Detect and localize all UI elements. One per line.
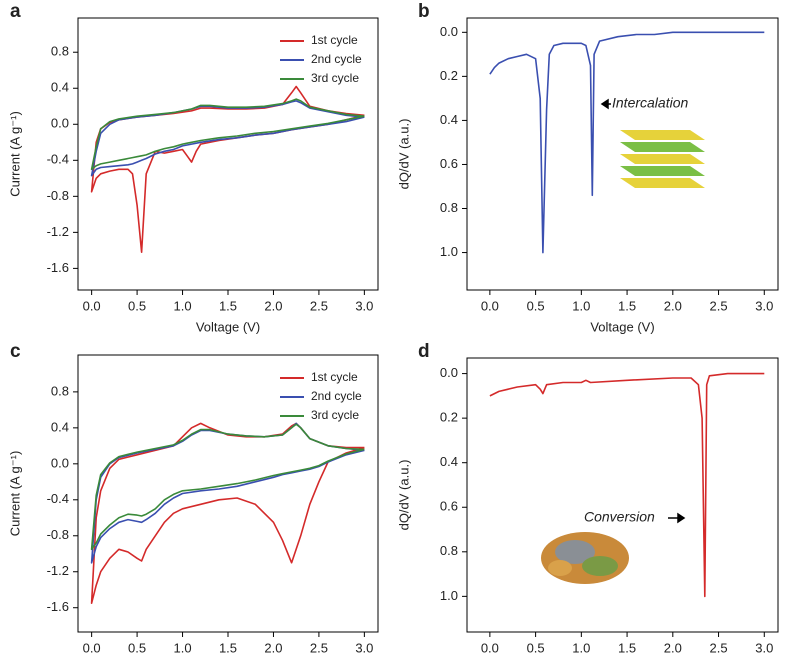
y-tick-label: 0.0	[440, 365, 458, 380]
data-line	[90, 423, 365, 551]
x-tick-label: 0.0	[481, 640, 499, 655]
x-tick-label: 1.0	[572, 640, 590, 655]
panel-label: b	[418, 1, 430, 22]
annotation: Conversion	[584, 509, 655, 525]
x-tick-label: 0.0	[83, 640, 101, 655]
x-tick-label: 0.0	[481, 298, 499, 313]
y-tick-label: 0.8	[51, 44, 69, 59]
y-tick-label: -1.2	[47, 224, 69, 239]
y-tick-label: 0.8	[440, 200, 458, 215]
x-axis-label: Voltage (V)	[196, 319, 260, 334]
y-tick-label: 0.6	[440, 499, 458, 514]
legend-label: 1st cycle	[311, 33, 358, 47]
x-tick-label: 0.5	[128, 640, 146, 655]
y-tick-label: -0.8	[47, 527, 69, 542]
y-axis-label: dQ/dV (a.u.)	[396, 119, 411, 190]
y-tick-label: 0.4	[440, 454, 458, 469]
x-tick-label: 3.0	[355, 298, 373, 313]
x-tick-label: 2.5	[310, 640, 328, 655]
x-tick-label: 1.5	[618, 640, 636, 655]
x-axis-label: Voltage (V)	[590, 319, 654, 334]
x-tick-label: 3.0	[355, 640, 373, 655]
y-tick-label: 0.0	[51, 455, 69, 470]
data-line	[489, 372, 765, 598]
y-tick-label: 0.4	[51, 80, 69, 95]
x-tick-label: 1.5	[219, 298, 237, 313]
x-tick-label: 3.0	[755, 640, 773, 655]
annotation: Intercalation	[612, 95, 688, 111]
x-tick-label: 0.5	[128, 298, 146, 313]
x-tick-label: 2.0	[264, 298, 282, 313]
plot-frame	[466, 17, 779, 291]
arrow	[668, 512, 686, 524]
x-tick-label: 2.0	[264, 640, 282, 655]
x-tick-label: 0.5	[527, 640, 545, 655]
x-tick-label: 1.0	[174, 298, 192, 313]
arrow	[600, 98, 611, 110]
x-tick-label: 0.5	[527, 298, 545, 313]
legend-label: 2nd cycle	[311, 52, 362, 66]
y-tick-label: 0.4	[440, 112, 458, 127]
plot-frame	[466, 357, 779, 633]
legend-label: 2nd cycle	[311, 389, 362, 403]
y-tick-label: -1.6	[47, 599, 69, 614]
x-tick-label: 2.5	[710, 640, 728, 655]
x-tick-label: 1.5	[618, 298, 636, 313]
y-tick-label: 1.0	[440, 588, 458, 603]
y-tick-label: 0.8	[51, 383, 69, 398]
y-tick-label: -0.4	[47, 152, 69, 167]
y-tick-label: 0.6	[440, 156, 458, 171]
y-tick-label: 0.0	[51, 116, 69, 131]
panel-label: a	[10, 1, 21, 22]
data-line	[90, 422, 365, 604]
y-tick-label: 0.2	[440, 410, 458, 425]
data-line	[489, 31, 765, 254]
x-tick-label: 0.0	[83, 298, 101, 313]
x-tick-label: 1.0	[572, 298, 590, 313]
x-tick-label: 2.5	[310, 298, 328, 313]
y-axis-label: Current (A g⁻¹)	[7, 451, 22, 537]
x-tick-label: 3.0	[755, 298, 773, 313]
y-tick-label: 0.0	[440, 24, 458, 39]
x-tick-label: 1.0	[174, 640, 192, 655]
panel-label: c	[10, 341, 21, 362]
y-tick-label: -1.6	[47, 260, 69, 275]
particle-cluster	[541, 532, 629, 584]
layered-structure	[620, 130, 705, 188]
y-tick-label: 0.4	[51, 419, 69, 434]
data-line	[90, 100, 365, 177]
x-tick-label: 2.0	[664, 640, 682, 655]
legend-label: 3rd cycle	[311, 408, 359, 422]
y-tick-label: 0.8	[440, 543, 458, 558]
x-tick-label: 2.0	[664, 298, 682, 313]
legend-label: 1st cycle	[311, 370, 358, 384]
y-axis-label: Current (A g⁻¹)	[7, 111, 22, 197]
legend-label: 3rd cycle	[311, 71, 359, 85]
x-tick-label: 2.5	[710, 298, 728, 313]
y-tick-label: -0.4	[47, 491, 69, 506]
x-tick-label: 1.5	[219, 640, 237, 655]
y-tick-label: -0.8	[47, 188, 69, 203]
y-axis-label: dQ/dV (a.u.)	[396, 460, 411, 531]
y-tick-label: 0.2	[440, 68, 458, 83]
data-line	[90, 98, 365, 171]
y-tick-label: 1.0	[440, 244, 458, 259]
panel-label: d	[418, 341, 430, 362]
y-tick-label: -1.2	[47, 563, 69, 578]
